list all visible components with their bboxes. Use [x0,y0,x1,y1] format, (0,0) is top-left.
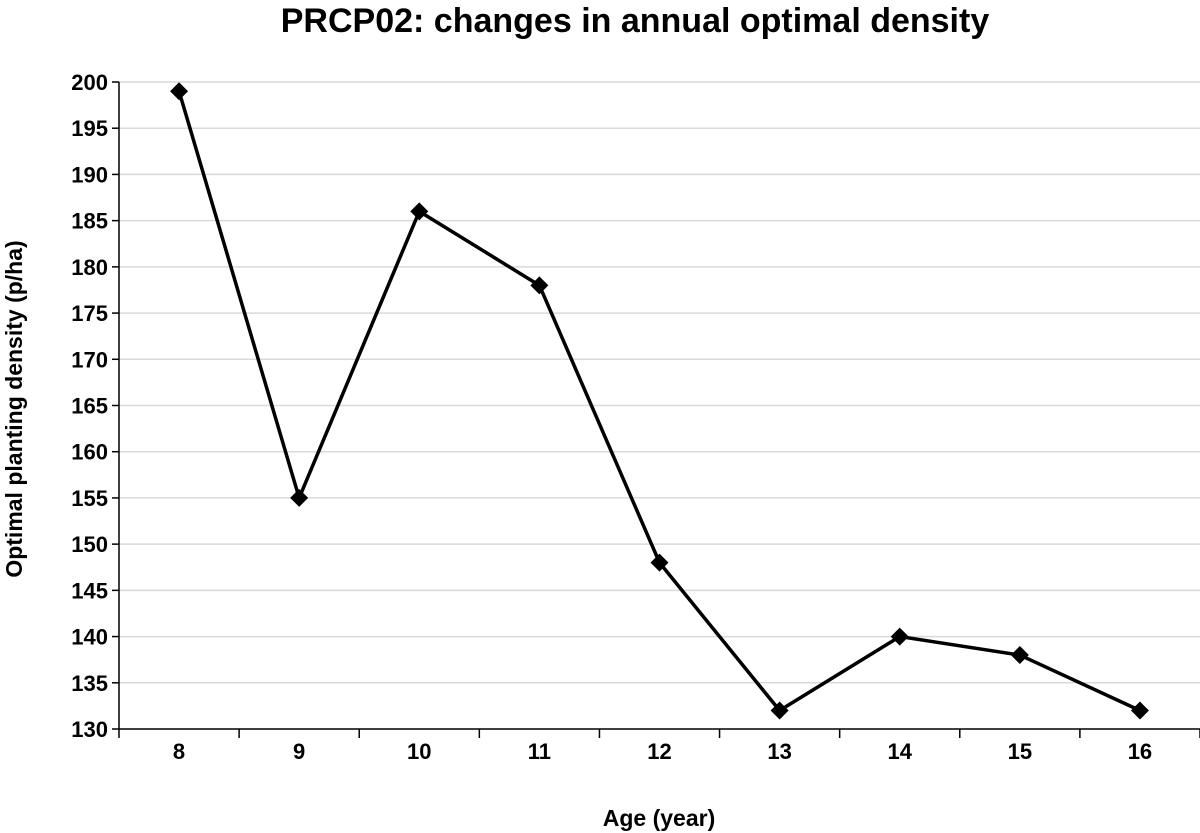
y-tick-label: 195 [71,116,108,141]
data-point-marker [1010,646,1029,665]
data-point-marker [410,202,429,221]
gridlines [119,81,1200,684]
y-tick-label: 185 [71,209,108,234]
x-tick-label: 8 [173,739,185,764]
y-tick-label: 140 [71,625,108,650]
data-series [170,82,1149,720]
y-tick-label: 200 [71,70,108,95]
x-tick-label: 9 [293,739,305,764]
data-point-marker [290,488,309,507]
x-tick-label: 15 [1008,739,1032,764]
series-line [177,90,1141,713]
chart-title: PRCP02: changes in annual optimal densit… [281,2,990,40]
x-tick-label: 12 [647,739,671,764]
y-axis-title: Optimal planting density (p/ha) [1,240,27,577]
y-tick-label: 175 [71,301,108,326]
y-tick-label: 170 [71,347,108,372]
data-point-marker [530,276,549,295]
x-tick-label: 13 [767,739,791,764]
x-tick-label: 11 [528,739,551,764]
x-axis-title: Age (year) [603,805,715,831]
x-tick-label: 16 [1128,739,1152,764]
data-point-marker [770,701,789,720]
y-tick-label: 160 [71,440,108,465]
y-tick-label: 180 [71,255,108,280]
y-tick-label: 150 [71,532,108,557]
data-point-marker [1130,701,1149,720]
y-tick-label: 190 [71,162,108,187]
x-tick-label: 14 [887,739,912,764]
data-point-marker [890,627,909,646]
data-point-marker [170,82,189,101]
data-point-marker [650,553,669,572]
x-axis-tick-labels: 8 9 10 11 12 13 14 15 16 [173,739,1152,764]
y-tick-label: 145 [71,578,108,603]
x-tick-label: 10 [407,739,431,764]
y-tick-label: 130 [71,717,108,742]
y-axis-tick-labels: 130 135 140 145 150 155 160 165 170 175 180 185 190 1… [71,70,108,742]
y-tick-label: 165 [71,394,108,419]
y-tick-label: 155 [71,486,108,511]
axes [112,81,1200,738]
y-tick-label: 135 [71,671,108,696]
